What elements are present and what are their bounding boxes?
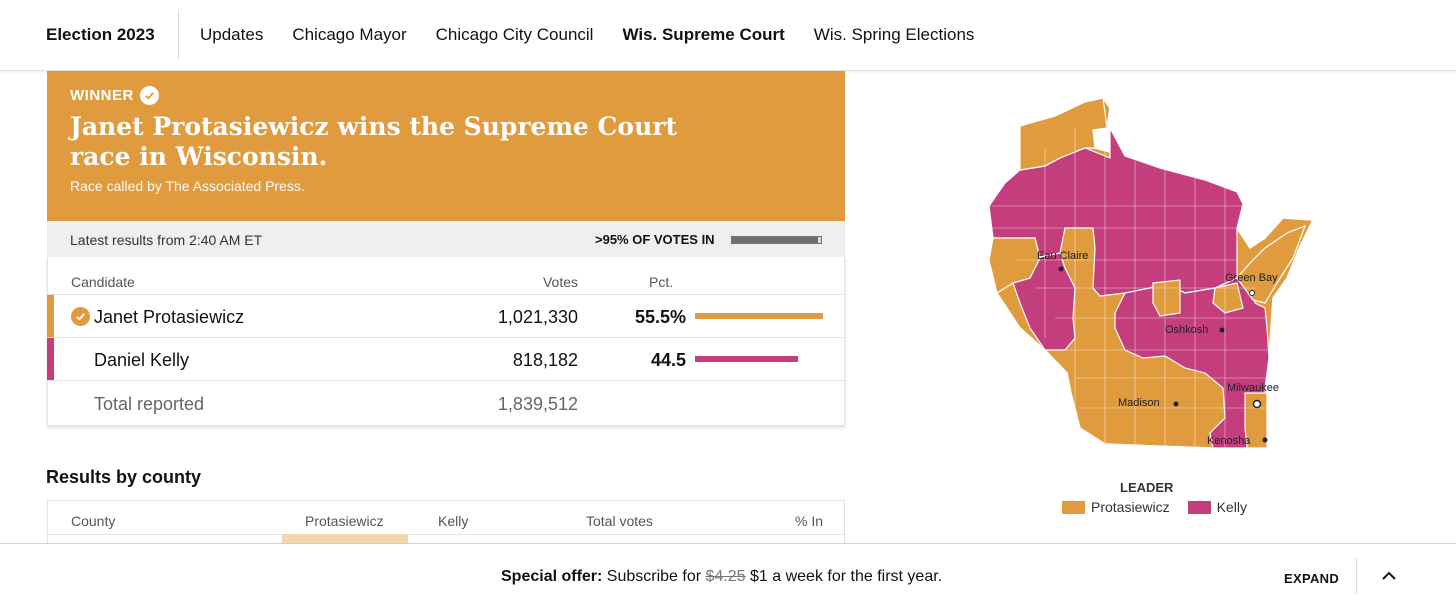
legend-swatch-protasiewicz <box>1062 500 1085 514</box>
special-offer-bar: Special offer: Subscribe for $4.25 $1 a … <box>0 543 1456 607</box>
latest-results-time: Latest results from 2:40 AM ET <box>70 232 263 248</box>
candidate-pct: 44.5 <box>650 350 686 370</box>
candidate-color-stripe <box>47 338 54 380</box>
protasiewicz-region-north <box>1019 97 1108 171</box>
county-borders <box>989 128 1269 448</box>
candidate-votes: 818,182 <box>512 350 578 370</box>
protasiewicz-region-milwaukee <box>1244 392 1268 449</box>
winner-label: WINNER <box>70 87 134 104</box>
total-label: Total reported <box>94 394 205 414</box>
total-row: Total reported 1,839,512 <box>48 382 844 425</box>
nav-link-updates[interactable]: Updates <box>200 25 264 44</box>
county-header-county[interactable]: County <box>71 513 116 529</box>
nav-links: Updates Chicago Mayor Chicago City Counc… <box>200 25 974 45</box>
votes-in-label: >95% OF VOTES IN <box>595 232 715 247</box>
city-label: Oshkosh <box>1165 324 1208 336</box>
city-label: Green Bay <box>1225 272 1278 284</box>
county-header-divider <box>48 534 844 535</box>
city-dot <box>1173 401 1179 407</box>
nav-link-wis-supreme-court[interactable]: Wis. Supreme Court <box>622 25 785 44</box>
legend-label-protasiewicz: Protasiewicz <box>1091 499 1170 515</box>
protasiewicz-region-eauclaire <box>988 237 1041 294</box>
candidate-name: Daniel Kelly <box>94 350 190 370</box>
candidate-pct-bar <box>695 313 823 319</box>
city-label: Madison <box>1118 397 1160 409</box>
votes-in-progress-fill <box>732 237 819 243</box>
county-header-pct-in[interactable]: % In <box>795 513 824 529</box>
protasiewicz-region-greenbay <box>1212 282 1244 314</box>
protasiewicz-region-door <box>1236 224 1307 304</box>
county-header-total-votes[interactable]: Total votes <box>586 513 653 529</box>
map-legend: Protasiewicz Kelly <box>1062 499 1247 515</box>
results-status-bar: Latest results from 2:40 AM ET >95% OF V… <box>47 221 845 257</box>
results-by-county-title: Results by county <box>46 467 202 487</box>
city-dot <box>1058 266 1064 272</box>
nav-link-chicago-city-council[interactable]: Chicago City Council <box>435 25 594 44</box>
candidate-pct: 55.5% <box>634 307 686 327</box>
wisconsin-county-map[interactable]: Eau Claire Green Bay Oshkosh Milwaukee M… <box>975 88 1320 458</box>
winner-headline: Janet Protasiewicz wins the Supreme Cour… <box>70 112 677 171</box>
legend-label-kelly: Kelly <box>1216 499 1247 515</box>
city-label: Kenosha <box>1207 435 1251 447</box>
candidate-pct-bar <box>695 356 798 362</box>
nav-link-wis-spring-elections[interactable]: Wis. Spring Elections <box>813 25 975 44</box>
header-candidate: Candidate <box>71 274 135 290</box>
offer-text-1: Subscribe for <box>602 568 706 585</box>
header-votes: Votes <box>542 274 578 290</box>
top-navigation: Election 2023 Updates Chicago Mayor Chic… <box>0 0 1456 71</box>
city-dot <box>1262 437 1268 443</box>
winner-row: WINNER <box>70 86 159 105</box>
county-header-protasiewicz[interactable]: Protasiewicz <box>305 513 384 529</box>
checkmark-icon <box>139 86 159 105</box>
nav-brand[interactable]: Election 2023 <box>46 25 155 44</box>
special-offer-message[interactable]: Special offer: Subscribe for $4.25 $1 a … <box>501 568 942 586</box>
offer-text-2: $1 a week for the first year. <box>745 568 943 585</box>
header-pct: Pct. <box>649 274 674 290</box>
nav-link-chicago-mayor[interactable]: Chicago Mayor <box>292 25 407 44</box>
table-row: Janet Protasiewicz 1,021,330 55.5% <box>47 295 844 338</box>
results-table: Candidate Votes Pct. Janet Protasiewicz … <box>47 257 845 426</box>
race-called-note: Race called by The Associated Press. <box>70 178 305 194</box>
candidate-votes: 1,021,330 <box>497 307 578 327</box>
winner-check-icon <box>71 307 90 326</box>
city-labels: Eau Claire Green Bay Oshkosh Milwaukee M… <box>1037 250 1279 447</box>
nav-divider <box>178 10 179 60</box>
protasiewicz-region-central <box>1152 279 1181 317</box>
chevron-up-icon[interactable] <box>1379 566 1399 586</box>
wisconsin-map-svg: Eau Claire Green Bay Oshkosh Milwaukee M… <box>988 97 1315 449</box>
offer-prefix: Special offer: <box>501 568 603 585</box>
table-row: Daniel Kelly 818,182 44.5 <box>47 338 844 381</box>
winner-banner: WINNER Janet Protasiewicz wins the Supre… <box>47 71 845 221</box>
county-header-kelly[interactable]: Kelly <box>438 513 469 529</box>
votes-in-progress-bar <box>731 236 822 244</box>
expand-button[interactable]: EXPAND <box>1284 571 1340 586</box>
results-header: Candidate Votes Pct. <box>48 257 844 295</box>
city-dot <box>1249 290 1255 296</box>
city-label: Milwaukee <box>1227 382 1279 394</box>
city-dot <box>1252 399 1262 409</box>
offer-divider <box>1356 558 1357 594</box>
legend-swatch-kelly <box>1187 500 1211 514</box>
offer-old-price: $4.25 <box>705 568 746 585</box>
legend-title: LEADER <box>1120 480 1174 495</box>
city-dot <box>1219 327 1225 333</box>
candidate-name: Janet Protasiewicz <box>94 307 245 327</box>
city-label: Eau Claire <box>1037 250 1088 262</box>
candidate-color-stripe <box>47 295 54 337</box>
total-votes: 1,839,512 <box>497 394 578 414</box>
